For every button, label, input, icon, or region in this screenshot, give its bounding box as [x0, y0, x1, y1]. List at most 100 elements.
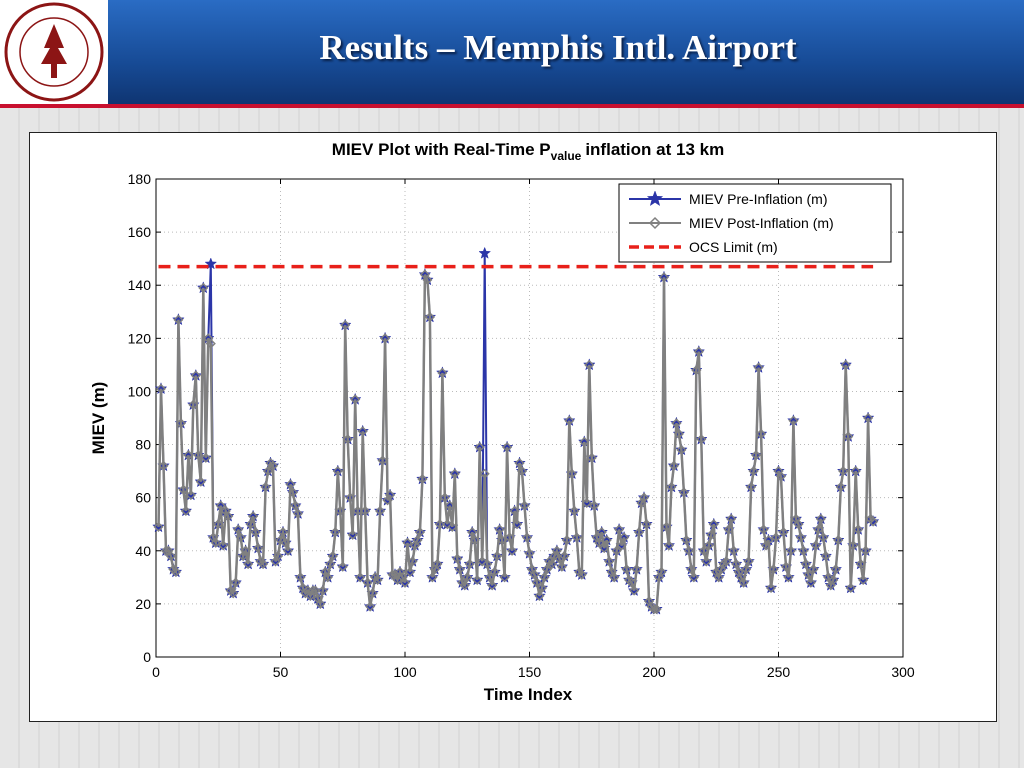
- diamond-marker: [701, 556, 712, 567]
- diamond-marker: [661, 521, 672, 532]
- diamond-marker: [629, 585, 640, 596]
- diamond-marker: [432, 558, 443, 570]
- diamond-marker: [499, 572, 510, 583]
- diamond-marker: [404, 566, 416, 578]
- diamond-marker: [656, 566, 667, 578]
- diamond-marker: [260, 481, 271, 493]
- diamond-marker: [785, 545, 797, 556]
- star-marker: [204, 257, 218, 270]
- diamond-marker: [467, 527, 478, 538]
- header: [0, 0, 1024, 104]
- diamond-marker: [584, 359, 595, 370]
- slide-title: Results – Memphis Intl. Airport: [319, 28, 797, 67]
- legend-marker: [646, 190, 664, 207]
- diamond-marker: [708, 519, 719, 530]
- plot-frame: [155, 178, 904, 658]
- diamond-marker: [165, 551, 177, 562]
- diamond-marker: [243, 558, 254, 570]
- diamond-marker: [228, 588, 239, 599]
- diamond-marker: [437, 367, 448, 378]
- diamond-marker: [345, 492, 356, 503]
- diamond-marker: [183, 450, 194, 461]
- diamond-marker: [651, 604, 662, 615]
- diamond-marker: [340, 319, 351, 331]
- y-tick-label: 60: [135, 490, 151, 506]
- diamond-marker: [763, 535, 774, 546]
- diamond-marker: [676, 444, 687, 455]
- diamond-marker: [614, 524, 625, 535]
- diamond-marker: [337, 561, 348, 572]
- diamond-marker: [494, 524, 505, 535]
- diamond-marker: [566, 468, 577, 479]
- diamond-marker: [153, 521, 164, 532]
- diamond-marker: [589, 500, 600, 511]
- diamond-marker: [633, 527, 645, 538]
- diamond-marker: [250, 527, 261, 538]
- diamond-marker: [215, 500, 226, 511]
- diamond-marker: [843, 431, 854, 442]
- diamond-marker: [868, 516, 879, 527]
- diamond-marker: [810, 540, 821, 551]
- diamond-marker: [292, 508, 303, 519]
- diamond-marker: [511, 519, 523, 530]
- diamond-marker: [454, 564, 465, 575]
- diamond-marker: [210, 537, 221, 548]
- diamond-marker: [559, 551, 570, 562]
- diamond-marker: [272, 551, 284, 562]
- y-tick-label: 40: [135, 543, 151, 559]
- y-axis-label: MIEV (m): [89, 382, 108, 455]
- diamond-marker: [507, 545, 518, 556]
- diamond-marker: [447, 521, 458, 532]
- diamond-marker: [778, 527, 789, 538]
- legend-marker: [648, 216, 662, 230]
- diamond-marker: [310, 585, 321, 596]
- diamond-marker: [783, 572, 794, 583]
- diamond-marker: [407, 556, 418, 567]
- diamond-marker: [850, 466, 861, 477]
- diamond-marker: [795, 532, 806, 543]
- x-tick-label: 200: [642, 664, 666, 680]
- diamond-marker: [424, 312, 435, 323]
- diamond-marker: [462, 572, 473, 583]
- diamond-marker: [365, 601, 376, 612]
- logo-seal: [4, 2, 104, 102]
- diamond-marker: [315, 598, 326, 609]
- diamond-marker: [531, 577, 543, 588]
- diamond-marker: [357, 426, 368, 437]
- y-tick-label: 120: [128, 330, 152, 346]
- diamond-marker: [838, 466, 849, 477]
- diamond-marker: [170, 566, 181, 578]
- x-tick-label: 100: [393, 664, 417, 680]
- diamond-marker: [449, 468, 460, 479]
- diamond-marker: [641, 519, 652, 530]
- diamond-marker: [726, 513, 737, 524]
- diamond-marker: [295, 572, 306, 583]
- diamond-marker: [287, 487, 299, 498]
- diamond-marker: [332, 466, 343, 477]
- diamond-marker: [290, 500, 301, 511]
- diamond-marker: [472, 574, 483, 586]
- diamond-marker: [245, 519, 256, 530]
- diamond-marker: [768, 564, 779, 575]
- diamond-marker: [188, 399, 199, 410]
- diamond-marker: [581, 497, 592, 509]
- diamond-marker: [541, 564, 552, 575]
- diamond-marker: [469, 535, 480, 546]
- diamond-marker: [484, 572, 495, 583]
- diamond-marker: [275, 535, 286, 546]
- diamond-marker: [820, 551, 831, 562]
- diamond-marker: [200, 452, 211, 463]
- diamond-marker: [845, 582, 856, 594]
- diamond-marker: [387, 569, 398, 580]
- diamond-marker: [576, 569, 587, 580]
- diamond-marker: [240, 545, 251, 556]
- diamond-marker: [616, 540, 627, 551]
- diamond-marker: [833, 535, 844, 546]
- diamond-marker: [375, 505, 386, 517]
- y-tick-label: 100: [128, 383, 152, 399]
- series-line: [157, 274, 875, 611]
- y-tick-label: 20: [135, 596, 151, 612]
- diamond-marker: [412, 535, 423, 546]
- star-marker: [478, 246, 492, 259]
- diamond-marker: [638, 492, 650, 503]
